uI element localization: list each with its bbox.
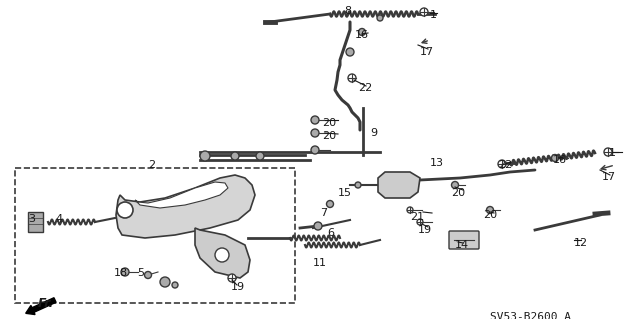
Text: 6: 6 <box>327 228 334 238</box>
Text: 22: 22 <box>498 160 512 170</box>
Bar <box>28 212 43 232</box>
Circle shape <box>172 282 178 288</box>
Text: 13: 13 <box>430 158 444 168</box>
Circle shape <box>228 274 236 282</box>
Circle shape <box>377 15 383 21</box>
Text: 22: 22 <box>358 83 372 93</box>
Circle shape <box>486 206 493 213</box>
Circle shape <box>200 151 210 161</box>
Circle shape <box>314 222 322 230</box>
Text: 7: 7 <box>320 208 327 218</box>
Circle shape <box>311 116 319 124</box>
Text: SV53-B2600 A: SV53-B2600 A <box>490 312 571 319</box>
Text: 9: 9 <box>370 128 377 138</box>
Circle shape <box>348 74 356 82</box>
Text: 3: 3 <box>28 214 35 224</box>
Text: 20: 20 <box>322 118 336 128</box>
Text: 19: 19 <box>231 282 245 292</box>
Text: 16: 16 <box>553 155 567 165</box>
Polygon shape <box>195 228 250 278</box>
Text: 15: 15 <box>338 188 352 198</box>
Circle shape <box>604 148 612 156</box>
FancyArrow shape <box>26 298 56 315</box>
Text: 20: 20 <box>451 188 465 198</box>
Circle shape <box>417 219 423 225</box>
Circle shape <box>256 152 264 160</box>
Text: 21: 21 <box>410 212 424 222</box>
Text: 1: 1 <box>609 148 616 158</box>
Circle shape <box>346 48 354 56</box>
Circle shape <box>117 202 133 218</box>
Circle shape <box>355 182 361 188</box>
Polygon shape <box>378 172 420 198</box>
Text: 5: 5 <box>137 268 144 278</box>
Text: 4: 4 <box>55 214 62 224</box>
Text: 18: 18 <box>114 268 128 278</box>
Circle shape <box>552 154 559 161</box>
Circle shape <box>326 201 333 207</box>
Bar <box>15 168 295 303</box>
Text: 17: 17 <box>420 47 434 57</box>
Text: 11: 11 <box>313 258 327 268</box>
Text: 16: 16 <box>355 30 369 40</box>
Text: 8: 8 <box>344 6 351 16</box>
Polygon shape <box>116 175 255 238</box>
Circle shape <box>420 8 428 16</box>
Circle shape <box>358 28 365 35</box>
Circle shape <box>311 146 319 154</box>
Circle shape <box>145 271 152 278</box>
Text: 1: 1 <box>430 10 437 20</box>
Text: 17: 17 <box>602 172 616 182</box>
Circle shape <box>231 152 239 160</box>
Text: 20: 20 <box>483 210 497 220</box>
Text: 20: 20 <box>322 131 336 141</box>
Text: 12: 12 <box>574 238 588 248</box>
Text: 14: 14 <box>455 240 469 250</box>
Circle shape <box>451 182 458 189</box>
Polygon shape <box>135 182 228 208</box>
Circle shape <box>498 160 506 168</box>
Text: 19: 19 <box>418 225 432 235</box>
Circle shape <box>215 248 229 262</box>
FancyBboxPatch shape <box>449 231 479 249</box>
Circle shape <box>311 129 319 137</box>
Circle shape <box>160 277 170 287</box>
Text: 2: 2 <box>148 160 155 170</box>
Circle shape <box>407 207 413 213</box>
Text: Fr.: Fr. <box>38 297 54 310</box>
Circle shape <box>121 268 129 276</box>
